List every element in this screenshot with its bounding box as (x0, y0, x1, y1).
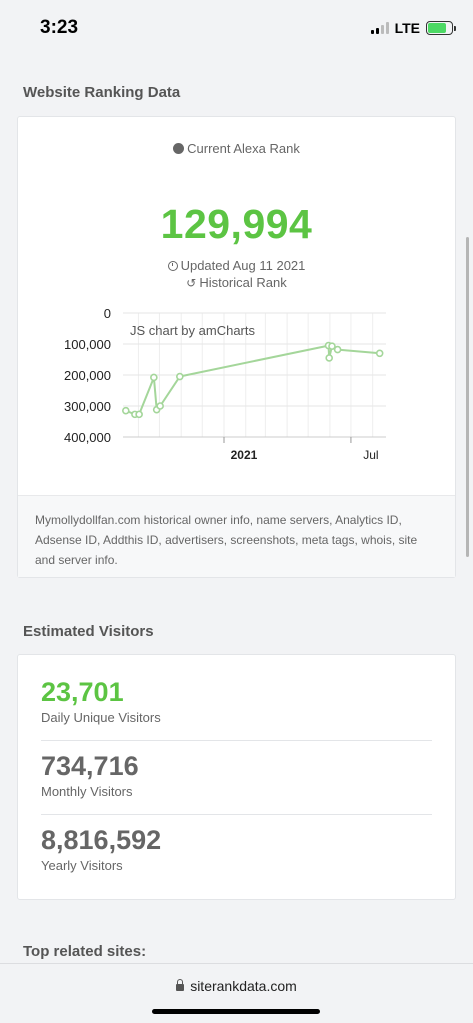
visitors-section-title: Estimated Visitors (23, 623, 154, 640)
yearly-visitors-label: Yearly Visitors (41, 858, 123, 873)
page-scrollbar[interactable] (466, 237, 469, 557)
related-section-title: Top related sites: (23, 943, 147, 960)
ranking-footer: Mymollydollfan.com historical owner info… (18, 495, 455, 577)
monthly-visitors-value: 734,716 (41, 751, 139, 781)
y-tick-label: 200,000 (64, 368, 111, 383)
series-line (125, 344, 380, 416)
daily-visitors-value: 23,701 (41, 677, 124, 707)
data-point (333, 345, 342, 354)
yearly-visitors-value: 8,816,592 (41, 825, 162, 855)
browser-bottom-bar: siterankdata.com (0, 963, 473, 1023)
history-icon: ↺ (186, 276, 197, 290)
daily-visitors-label: Daily Unique Visitors (41, 710, 161, 725)
monthly-visitors-label: Monthly Visitors (41, 784, 133, 799)
current-rank-label-row: Current Alexa Rank (18, 141, 455, 156)
x-tick-label: Jul (363, 448, 378, 462)
battery-icon (426, 21, 456, 35)
y-tick-label: 0 (104, 307, 111, 321)
daily-visitors-block: 23,701 Daily Unique Visitors (41, 677, 432, 725)
y-tick-label: 100,000 (64, 337, 111, 352)
status-time: 3:23 (40, 17, 79, 38)
historical-rank-link[interactable]: Historical Rank (199, 275, 287, 290)
globe-icon (173, 143, 185, 154)
current-rank-value: 129,994 (160, 201, 313, 247)
home-indicator[interactable] (152, 1009, 320, 1014)
network-label: LTE (394, 20, 420, 36)
x-tick-label: 2021 (231, 448, 258, 462)
visitors-card: 23,701 Daily Unique Visitors 734,716 Mon… (17, 654, 456, 900)
signal-icon (370, 22, 389, 34)
data-point (122, 406, 130, 415)
status-indicators: LTE (370, 20, 456, 36)
data-point (328, 342, 336, 350)
y-tick-label: 300,000 (64, 399, 111, 414)
divider (41, 740, 432, 741)
data-point (375, 349, 384, 358)
clock-icon (167, 261, 178, 271)
chart-watermark: JS chart by amCharts (130, 323, 255, 338)
current-rank-label: Current Alexa Rank (187, 141, 300, 156)
status-bar: 3:23 LTE (0, 0, 473, 58)
url-text[interactable]: siterankdata.com (190, 978, 297, 994)
historical-rank-chart[interactable]: 0 100,000 200,000 300,000 400,000 2021 Jul JS c… (18, 307, 457, 467)
monthly-visitors-block: 734,716 Monthly Visitors (41, 751, 432, 799)
ranking-section-title: Website Ranking Data (23, 84, 181, 101)
data-point (135, 410, 143, 419)
data-point (325, 354, 333, 362)
updated-date: Updated Aug 11 2021 (180, 258, 306, 273)
y-tick-label: 400,000 (64, 430, 111, 445)
url-bar[interactable]: siterankdata.com (0, 978, 473, 994)
ranking-footer-text: Mymollydollfan.com historical owner info… (35, 513, 418, 567)
yearly-visitors-block: 8,816,592 Yearly Visitors (41, 825, 432, 873)
ranking-card: Current Alexa Rank 129,994 Updated Aug 1… (17, 116, 456, 578)
divider (41, 814, 432, 815)
data-point (150, 373, 158, 382)
data-point (176, 372, 184, 381)
updated-row: Updated Aug 11 2021 (18, 258, 455, 273)
data-point (156, 402, 164, 410)
lock-icon (176, 979, 185, 991)
historical-rank-row[interactable]: ↺ Historical Rank (18, 275, 455, 290)
